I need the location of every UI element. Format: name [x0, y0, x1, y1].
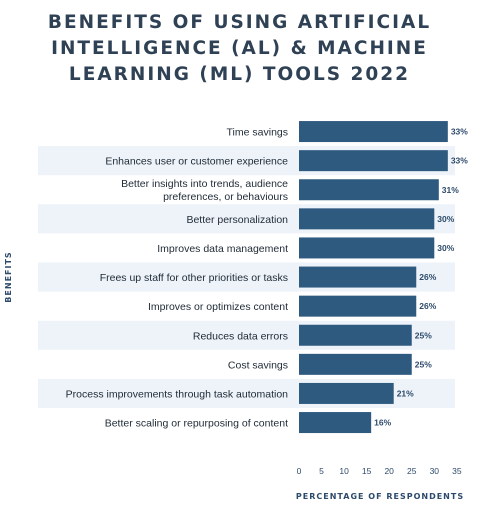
value-label: 21% — [397, 388, 414, 398]
chart-title-line-1: BENEFITS OF USING ARTIFICIAL — [47, 12, 432, 33]
category-label: Reduces data errors — [193, 330, 288, 342]
x-axis-title: PERCENTAGE OF RESPONDENTS — [296, 492, 464, 501]
value-label: 25% — [415, 359, 432, 369]
category-label: Frees up staff for other priorities or t… — [100, 272, 288, 284]
bar — [299, 179, 439, 201]
value-labels: 33% 33% 31% 30% 30% 26% 26% 25% 25% 21% 16% — [374, 127, 468, 428]
chart-title: BENEFITS OF USING ARTIFICIAL INTELLIGENC… — [0, 10, 479, 88]
x-tick-label: 0 — [297, 466, 302, 476]
value-label: 33% — [451, 127, 468, 137]
x-tick-label: 5 — [319, 466, 324, 476]
bar — [299, 237, 435, 259]
value-label: 31% — [442, 185, 459, 195]
value-label: 25% — [415, 330, 432, 340]
category-label: Better scaling or repurposing of content — [105, 418, 288, 430]
chart-title-line-2: INTELLIGENCE (AL) & MACHINE — [51, 38, 428, 59]
value-label: 30% — [437, 214, 454, 224]
bar — [299, 382, 394, 404]
x-tick-label: 35 — [452, 466, 462, 476]
category-label: Better insights into trends, audience pre… — [121, 178, 288, 203]
x-tick-label: 25 — [407, 466, 417, 476]
value-label: 30% — [437, 243, 454, 253]
value-label: 16% — [374, 418, 391, 428]
bar — [299, 266, 417, 288]
category-label: Better personalization — [186, 214, 288, 226]
value-label: 33% — [451, 156, 468, 166]
x-tick-label: 20 — [384, 466, 394, 476]
bar — [299, 295, 417, 317]
category-label: Improves data management — [157, 243, 288, 255]
bar — [299, 150, 448, 172]
value-label: 26% — [419, 272, 436, 282]
category-label: Time savings — [227, 127, 288, 139]
chart-title-line-3: LEARNING (ML) TOOLS 2022 — [68, 64, 411, 85]
bar — [299, 412, 372, 434]
value-label: 26% — [419, 301, 436, 311]
category-label: Enhances user or customer experience — [105, 156, 288, 168]
x-tick-label: 15 — [362, 466, 372, 476]
bar — [299, 208, 435, 230]
category-labels: Time savings Enhances user or customer ex… — [66, 127, 289, 430]
category-label: Cost savings — [228, 359, 288, 371]
bar — [299, 324, 412, 346]
x-axis-ticks: 0 5 10 15 20 25 30 35 — [297, 466, 462, 476]
category-label: Process improvements through task automa… — [66, 388, 289, 400]
bars — [299, 121, 448, 434]
x-tick-label: 30 — [430, 466, 440, 476]
bar — [299, 121, 448, 143]
y-axis-title: BENEFITS — [4, 251, 13, 302]
bar — [299, 353, 412, 375]
category-label: Improves or optimizes content — [148, 301, 288, 313]
x-tick-label: 10 — [339, 466, 349, 476]
